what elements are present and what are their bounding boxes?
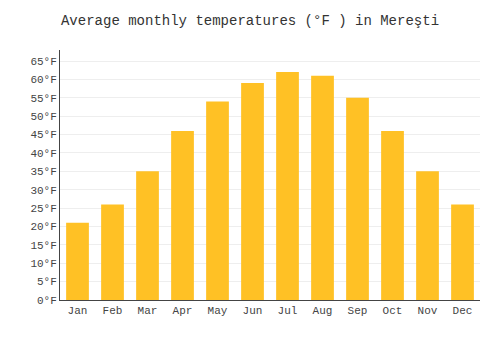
svg-text:0°F: 0°F <box>37 295 57 307</box>
svg-text:Jun: Jun <box>243 305 263 317</box>
svg-text:40°F: 40°F <box>30 148 56 160</box>
svg-text:Dec: Dec <box>453 305 473 317</box>
svg-text:5°F: 5°F <box>37 276 57 288</box>
svg-text:30°F: 30°F <box>30 185 56 197</box>
svg-text:Sep: Sep <box>348 305 368 317</box>
svg-text:Jan: Jan <box>68 305 88 317</box>
svg-text:45°F: 45°F <box>30 129 56 141</box>
svg-text:Oct: Oct <box>383 305 403 317</box>
svg-text:Nov: Nov <box>418 305 438 317</box>
svg-text:Average monthly temperatures (: Average monthly temperatures (°F ) in Me… <box>61 13 439 29</box>
svg-text:60°F: 60°F <box>30 74 56 86</box>
svg-text:35°F: 35°F <box>30 166 56 178</box>
svg-text:20°F: 20°F <box>30 221 56 233</box>
svg-text:Feb: Feb <box>103 305 123 317</box>
svg-text:15°F: 15°F <box>30 240 56 252</box>
svg-text:10°F: 10°F <box>30 258 56 270</box>
svg-text:Apr: Apr <box>173 305 193 317</box>
svg-text:May: May <box>208 305 228 317</box>
svg-text:55°F: 55°F <box>30 93 56 105</box>
svg-text:65°F: 65°F <box>30 56 56 68</box>
svg-text:25°F: 25°F <box>30 203 56 215</box>
svg-text:Aug: Aug <box>313 305 333 317</box>
svg-text:50°F: 50°F <box>30 111 56 123</box>
svg-text:Mar: Mar <box>138 305 158 317</box>
svg-text:Jul: Jul <box>278 305 298 317</box>
